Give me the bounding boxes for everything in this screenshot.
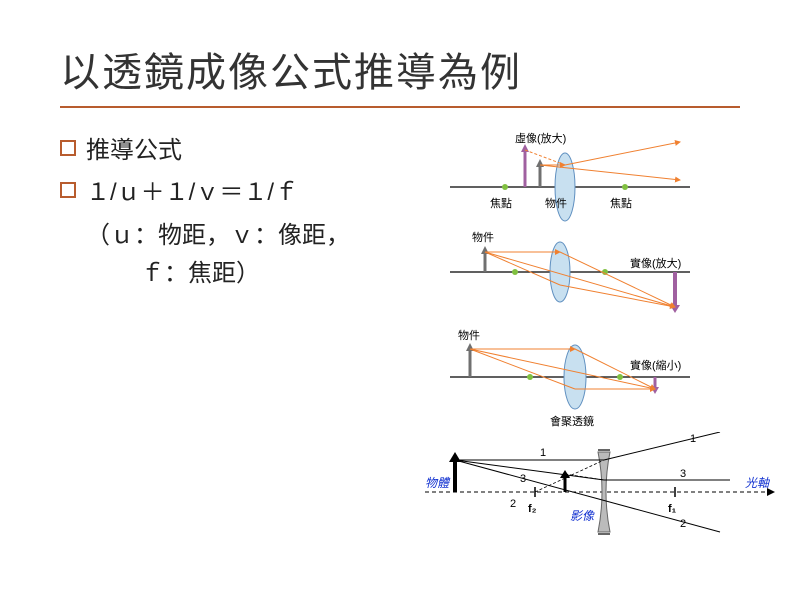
ray-label: 2 <box>680 518 686 530</box>
diagram-label: 物件 <box>545 196 567 210</box>
diagram-label: 虛像(放大) <box>515 132 566 145</box>
diagram-column: 虛像(放大) 焦點 物件 焦點 <box>420 132 780 542</box>
bullet-text: 推導公式 <box>86 132 182 170</box>
diagram-label: 實像(放大) <box>630 256 681 270</box>
slide: 以透鏡成像公式推導為例 推導公式 １/ｕ＋１/ｖ＝１/ｆ （ｕ：物距，ｖ：像距，… <box>0 0 800 600</box>
diagram-label: 物件 <box>472 230 494 244</box>
bullet-text: １/ｕ＋１/ｖ＝１/ｆ <box>86 174 298 212</box>
diagram-label: 光軸 <box>745 476 771 490</box>
focal-label: f₁ <box>668 503 677 515</box>
diagram-label: 實像(縮小) <box>630 358 681 372</box>
ray-label: 3 <box>680 468 686 480</box>
ray-label: 1 <box>690 433 696 445</box>
diagram-label: 焦點 <box>490 197 512 210</box>
ray-label: 2 <box>510 498 516 510</box>
content-area: 推導公式 １/ｕ＋１/ｖ＝１/ｆ （ｕ：物距，ｖ：像距， ｆ：焦距） <box>60 132 740 542</box>
sub-text: ｆ：焦距） <box>140 255 400 293</box>
ray-label: 3 <box>520 473 526 485</box>
diagram-label: 物件 <box>458 328 480 342</box>
focal-label: f₂ <box>528 503 537 515</box>
diagram-label: 影像 <box>570 509 595 523</box>
diagram-label: 物體 <box>425 476 451 490</box>
lens-diagram-2: 物件 實像(放大) <box>420 227 720 327</box>
sub-text: （ｕ：物距，ｖ：像距， <box>86 217 400 255</box>
diagram-label: 會聚透鏡 <box>550 414 594 428</box>
page-title: 以透鏡成像公式推導為例 <box>60 40 740 98</box>
bullet-icon <box>60 182 76 198</box>
bullet-item: 推導公式 <box>60 132 400 170</box>
diagram-label: 焦點 <box>610 197 632 210</box>
bullet-icon <box>60 140 76 156</box>
text-column: 推導公式 １/ｕ＋１/ｖ＝１/ｆ （ｕ：物距，ｖ：像距， ｆ：焦距） <box>60 132 400 542</box>
ray-label: 1 <box>540 447 546 459</box>
bullet-item: １/ｕ＋１/ｖ＝１/ｆ <box>60 174 400 212</box>
lens-diagram-1: 虛像(放大) 焦點 物件 焦點 <box>420 132 720 227</box>
lens-diagram-3: 物件 實像(縮小) 會聚透鏡 <box>420 327 720 432</box>
title-underline <box>60 106 740 108</box>
lens-diagram-4: 1 1 3 3 2 2 物體 影像 光軸 f₂ f₁ <box>420 432 780 542</box>
